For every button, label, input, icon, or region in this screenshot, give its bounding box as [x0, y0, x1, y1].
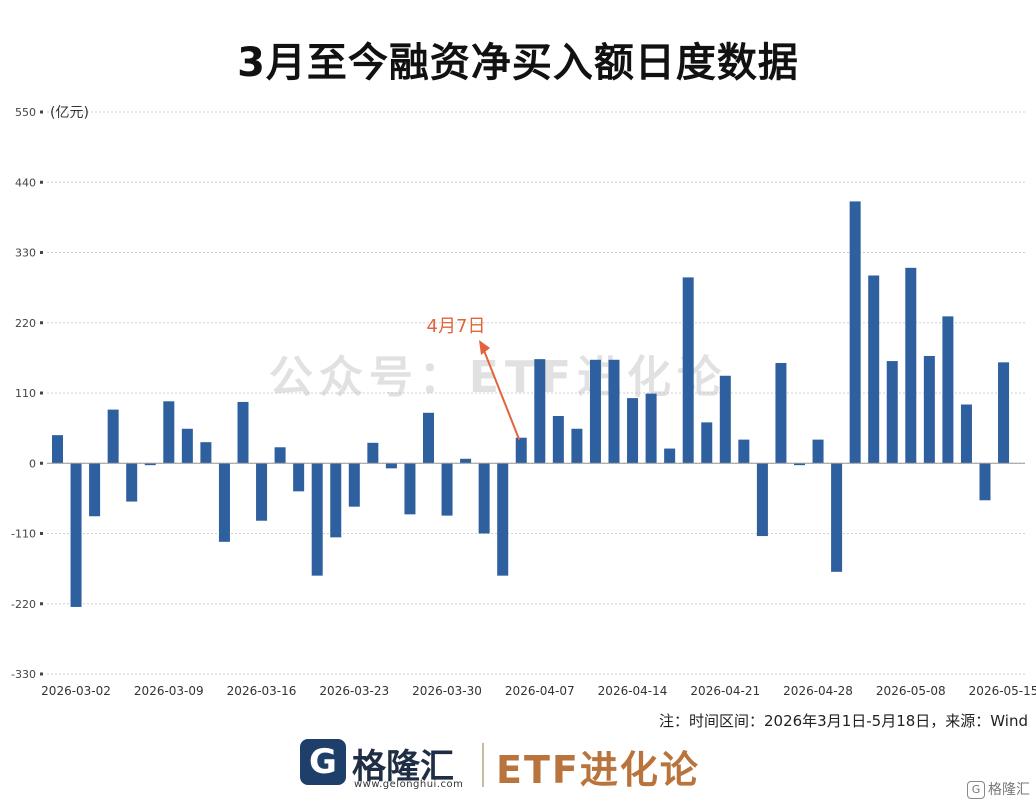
bar — [126, 463, 138, 502]
bar — [107, 409, 119, 464]
bar — [682, 277, 694, 464]
x-tick-label: 2026-03-23 — [319, 684, 389, 698]
x-tick-label: 2026-04-14 — [598, 684, 668, 698]
bar — [404, 463, 416, 515]
etf-brand-logo: ETF进化论 — [496, 748, 700, 792]
gelonghui-logo-icon: G — [300, 739, 346, 785]
bar — [923, 355, 935, 464]
x-tick-label: 2026-03-09 — [134, 684, 204, 698]
bar — [552, 415, 564, 464]
bar — [460, 458, 472, 464]
bar — [256, 463, 268, 521]
y-tick-label: 0 — [29, 457, 36, 470]
y-tick-mark — [40, 672, 43, 676]
y-tick-mark — [40, 321, 43, 325]
bar — [831, 463, 843, 572]
bar — [274, 447, 286, 464]
bar — [942, 316, 954, 464]
y-tick-label: 440 — [15, 176, 36, 189]
bar — [886, 361, 898, 464]
bar — [441, 463, 453, 516]
bar — [515, 437, 527, 464]
bar — [218, 463, 230, 542]
bar — [181, 428, 193, 464]
bar — [52, 435, 63, 464]
x-tick-label: 2026-04-21 — [690, 684, 760, 698]
annotation-arrow — [482, 347, 521, 441]
bar — [330, 463, 342, 538]
watermark-text: 公众号：ETF进化论 — [269, 352, 727, 403]
bar — [812, 439, 824, 464]
bar — [775, 362, 787, 464]
y-tick-mark — [40, 602, 43, 606]
bar — [645, 393, 657, 464]
y-tick-label: 550 — [15, 106, 36, 119]
x-tick-label: 2026-05-15 — [969, 684, 1036, 698]
x-tick-label: 2026-03-16 — [227, 684, 297, 698]
bar — [738, 439, 750, 464]
bar — [70, 463, 82, 607]
bar — [478, 463, 490, 534]
corner-g-icon: G — [967, 781, 985, 799]
bar — [664, 448, 676, 464]
x-tick-label: 2026-05-08 — [876, 684, 946, 698]
logo-divider — [482, 743, 484, 787]
bar — [979, 463, 991, 501]
bar — [311, 463, 323, 576]
y-tick-label: -220 — [11, 598, 36, 611]
bar — [497, 463, 509, 576]
y-tick-label: -330 — [11, 668, 36, 681]
x-tick-label: 2026-03-30 — [412, 684, 482, 698]
bar — [237, 401, 249, 464]
x-tick-label: 2026-04-07 — [505, 684, 575, 698]
y-tick-label: 220 — [15, 317, 36, 330]
y-tick-mark — [40, 461, 43, 465]
gelonghui-logo-text: 格隆汇 — [352, 747, 454, 787]
bar — [367, 442, 379, 464]
bar — [960, 404, 972, 464]
gelonghui-url: www.gelonghui.com — [354, 779, 464, 790]
bar — [868, 275, 880, 464]
bar — [608, 359, 620, 464]
y-tick-mark — [40, 110, 43, 114]
y-tick-mark — [40, 251, 43, 254]
y-tick-mark — [40, 180, 43, 184]
bar — [905, 267, 917, 464]
bar — [849, 201, 861, 464]
bar — [144, 463, 156, 466]
y-tick-label: 110 — [15, 387, 36, 400]
bar-chart: 550 440 330 220 110 0 -110 -220 -330 (亿元) 公众号：ETF进… — [11, 105, 1036, 698]
bar — [534, 359, 546, 464]
bar — [200, 442, 212, 464]
bar — [571, 428, 583, 464]
bar — [794, 463, 805, 466]
bar — [719, 375, 731, 464]
bar — [627, 398, 639, 464]
bar — [998, 362, 1010, 464]
annotation-label: 4月7日 — [427, 316, 486, 337]
y-unit-label: (亿元) — [50, 105, 89, 121]
x-tick-label: 2026-04-28 — [783, 684, 853, 698]
bar — [163, 401, 175, 464]
bar — [348, 463, 360, 507]
corner-watermark: G 格隆汇 — [967, 779, 1030, 799]
corner-watermark-text: 格隆汇 — [988, 782, 1030, 798]
bar — [89, 463, 101, 517]
bar — [701, 422, 713, 464]
bar — [385, 463, 397, 469]
bar — [423, 412, 434, 464]
bar — [589, 359, 601, 464]
y-tick-mark — [40, 391, 43, 395]
y-tick-label: -110 — [11, 528, 36, 541]
chart-title: 3月至今融资净买入额日度数据 — [237, 40, 799, 86]
footer-logos: G 格隆汇 www.gelonghui.com ETF进化论 — [300, 735, 750, 795]
annotation-arrowhead — [479, 340, 490, 355]
y-tick-mark — [40, 532, 43, 535]
bar — [293, 463, 305, 492]
y-tick-label: 330 — [15, 247, 36, 260]
bar — [756, 463, 768, 537]
x-tick-label: 2026-03-02 — [41, 684, 111, 698]
source-note: 注：时间区间：2026年3月1日-5月18日，来源：Wind — [658, 712, 1028, 730]
